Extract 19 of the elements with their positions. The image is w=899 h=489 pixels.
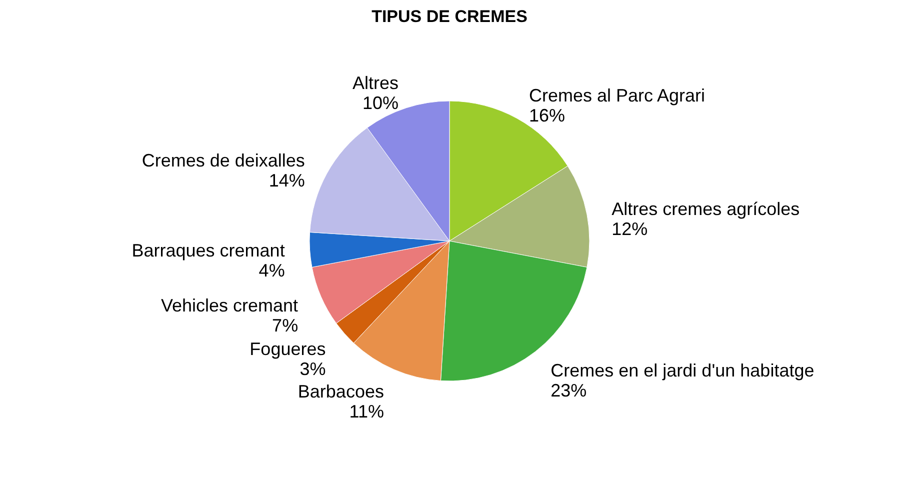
slice-label: Barraques cremant xyxy=(132,240,285,260)
data-label: 23% xyxy=(550,380,587,400)
slice-label: Cremes de deixalles xyxy=(142,150,305,171)
slice-label: Cremes en el jardi d'un habitatge xyxy=(550,360,814,380)
data-label: 3% xyxy=(300,359,326,380)
slice-label: Cremes al Parc Agrari xyxy=(528,85,706,106)
data-label: 16% xyxy=(528,105,566,126)
slice-label: Vehicles cremant xyxy=(160,296,298,316)
data-label: 14% xyxy=(268,170,305,191)
data-label: 7% xyxy=(272,316,298,336)
data-label: 4% xyxy=(258,260,285,280)
data-label: 10% xyxy=(362,93,399,114)
slice-label: Fogueres xyxy=(250,339,326,360)
slice-label: Altres xyxy=(352,73,399,94)
data-label: 11% xyxy=(349,401,384,422)
chart-title: TIPUS DE CREMES xyxy=(372,7,528,26)
slice-label: Barbacoes xyxy=(298,381,384,402)
slice-label: Altres cremes agrícoles xyxy=(612,199,800,220)
data-label: 12% xyxy=(612,219,648,240)
